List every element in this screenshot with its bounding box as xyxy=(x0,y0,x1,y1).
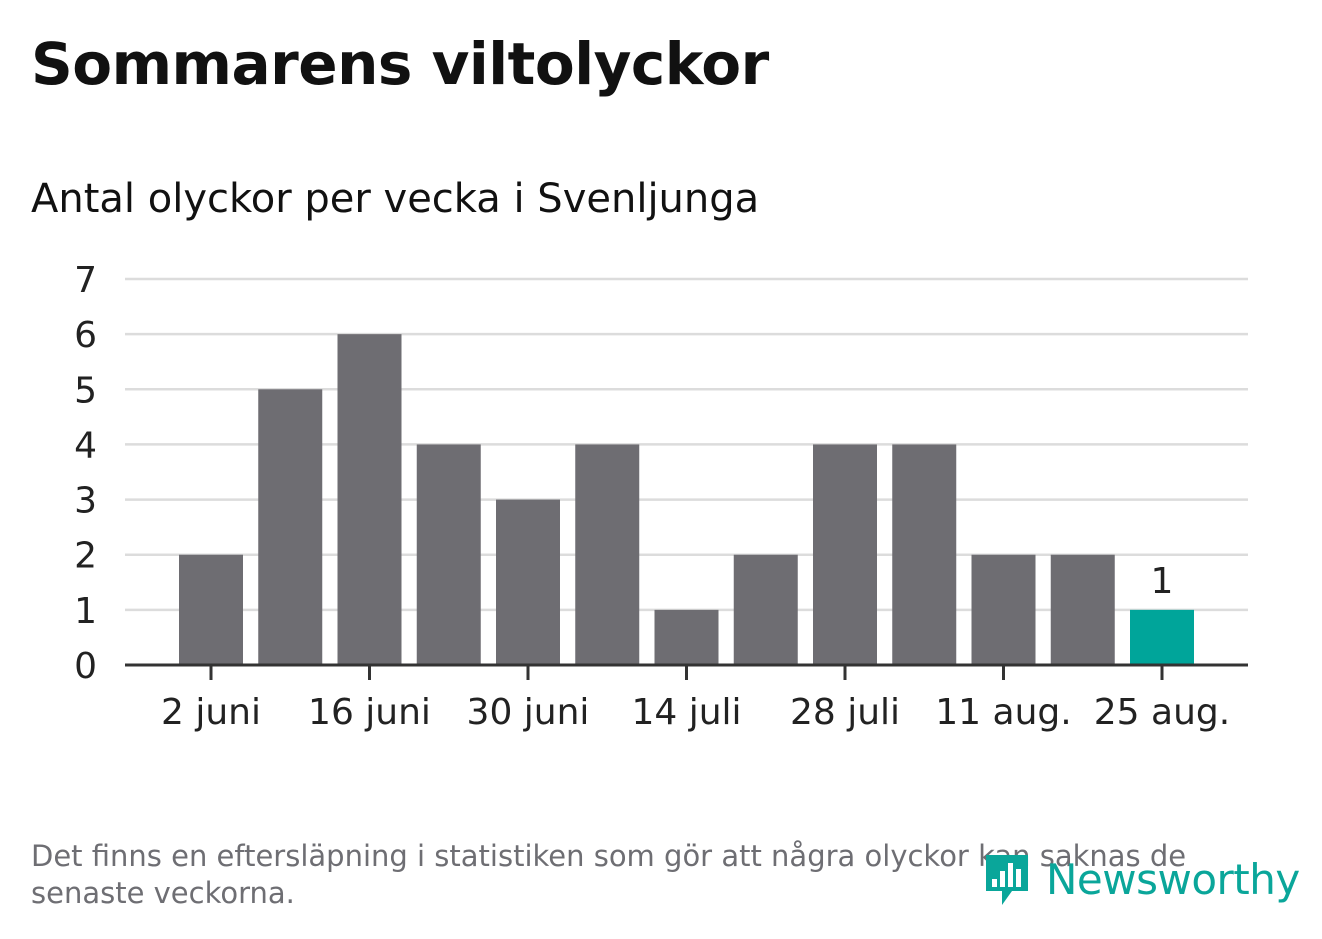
x-tick-label: 14 juli xyxy=(631,692,741,733)
newsworthy-logo-icon xyxy=(986,855,1028,905)
y-tick-label: 4 xyxy=(74,425,97,466)
bar-chart: 0 1 2 3 4 5 6 7 2 juni 16 juni 30 juni 14 juli 28 j… xyxy=(74,260,1248,733)
bar xyxy=(733,554,798,665)
y-axis-ticks: 0 1 2 3 4 5 6 7 xyxy=(74,260,97,687)
x-tick-label: 28 juli xyxy=(790,692,900,733)
y-tick-label: 7 xyxy=(74,260,97,301)
y-tick-label: 5 xyxy=(74,370,97,411)
bar xyxy=(575,444,640,665)
x-tick-label: 11 aug. xyxy=(935,692,1071,733)
newsworthy-logo: Newsworthy xyxy=(982,848,1300,910)
bar xyxy=(337,334,402,665)
data-label: 1 xyxy=(1151,561,1174,602)
y-tick-label: 0 xyxy=(74,646,97,687)
bar xyxy=(813,444,877,665)
y-tick-label: 6 xyxy=(74,315,97,356)
x-tick-label: 2 juni xyxy=(161,692,261,733)
bar xyxy=(179,554,243,665)
chart-subtitle: Antal olyckor per vecka i Svenljunga xyxy=(31,176,760,222)
bar xyxy=(971,554,1036,665)
bars xyxy=(179,334,1194,665)
y-tick-label: 2 xyxy=(74,536,97,577)
y-tick-label: 3 xyxy=(74,481,97,522)
bar xyxy=(258,389,323,665)
x-tick-label: 25 aug. xyxy=(1094,692,1230,733)
chart-title: Sommarens viltolyckor xyxy=(31,30,769,98)
x-tick-label: 16 juni xyxy=(308,692,431,733)
bar xyxy=(1050,554,1115,665)
data-labels: 1 xyxy=(1151,561,1174,602)
y-tick-label: 1 xyxy=(74,591,97,632)
x-axis-ticks: 2 juni 16 juni 30 juni 14 juli 28 juli 11 aug… xyxy=(161,665,1230,733)
bar xyxy=(1130,609,1194,665)
bar xyxy=(496,499,560,665)
bar xyxy=(416,444,481,665)
bar xyxy=(654,609,719,665)
x-tick-label: 30 juni xyxy=(467,692,590,733)
newsworthy-logo-text: Newsworthy xyxy=(1046,854,1300,904)
bar xyxy=(892,444,957,665)
